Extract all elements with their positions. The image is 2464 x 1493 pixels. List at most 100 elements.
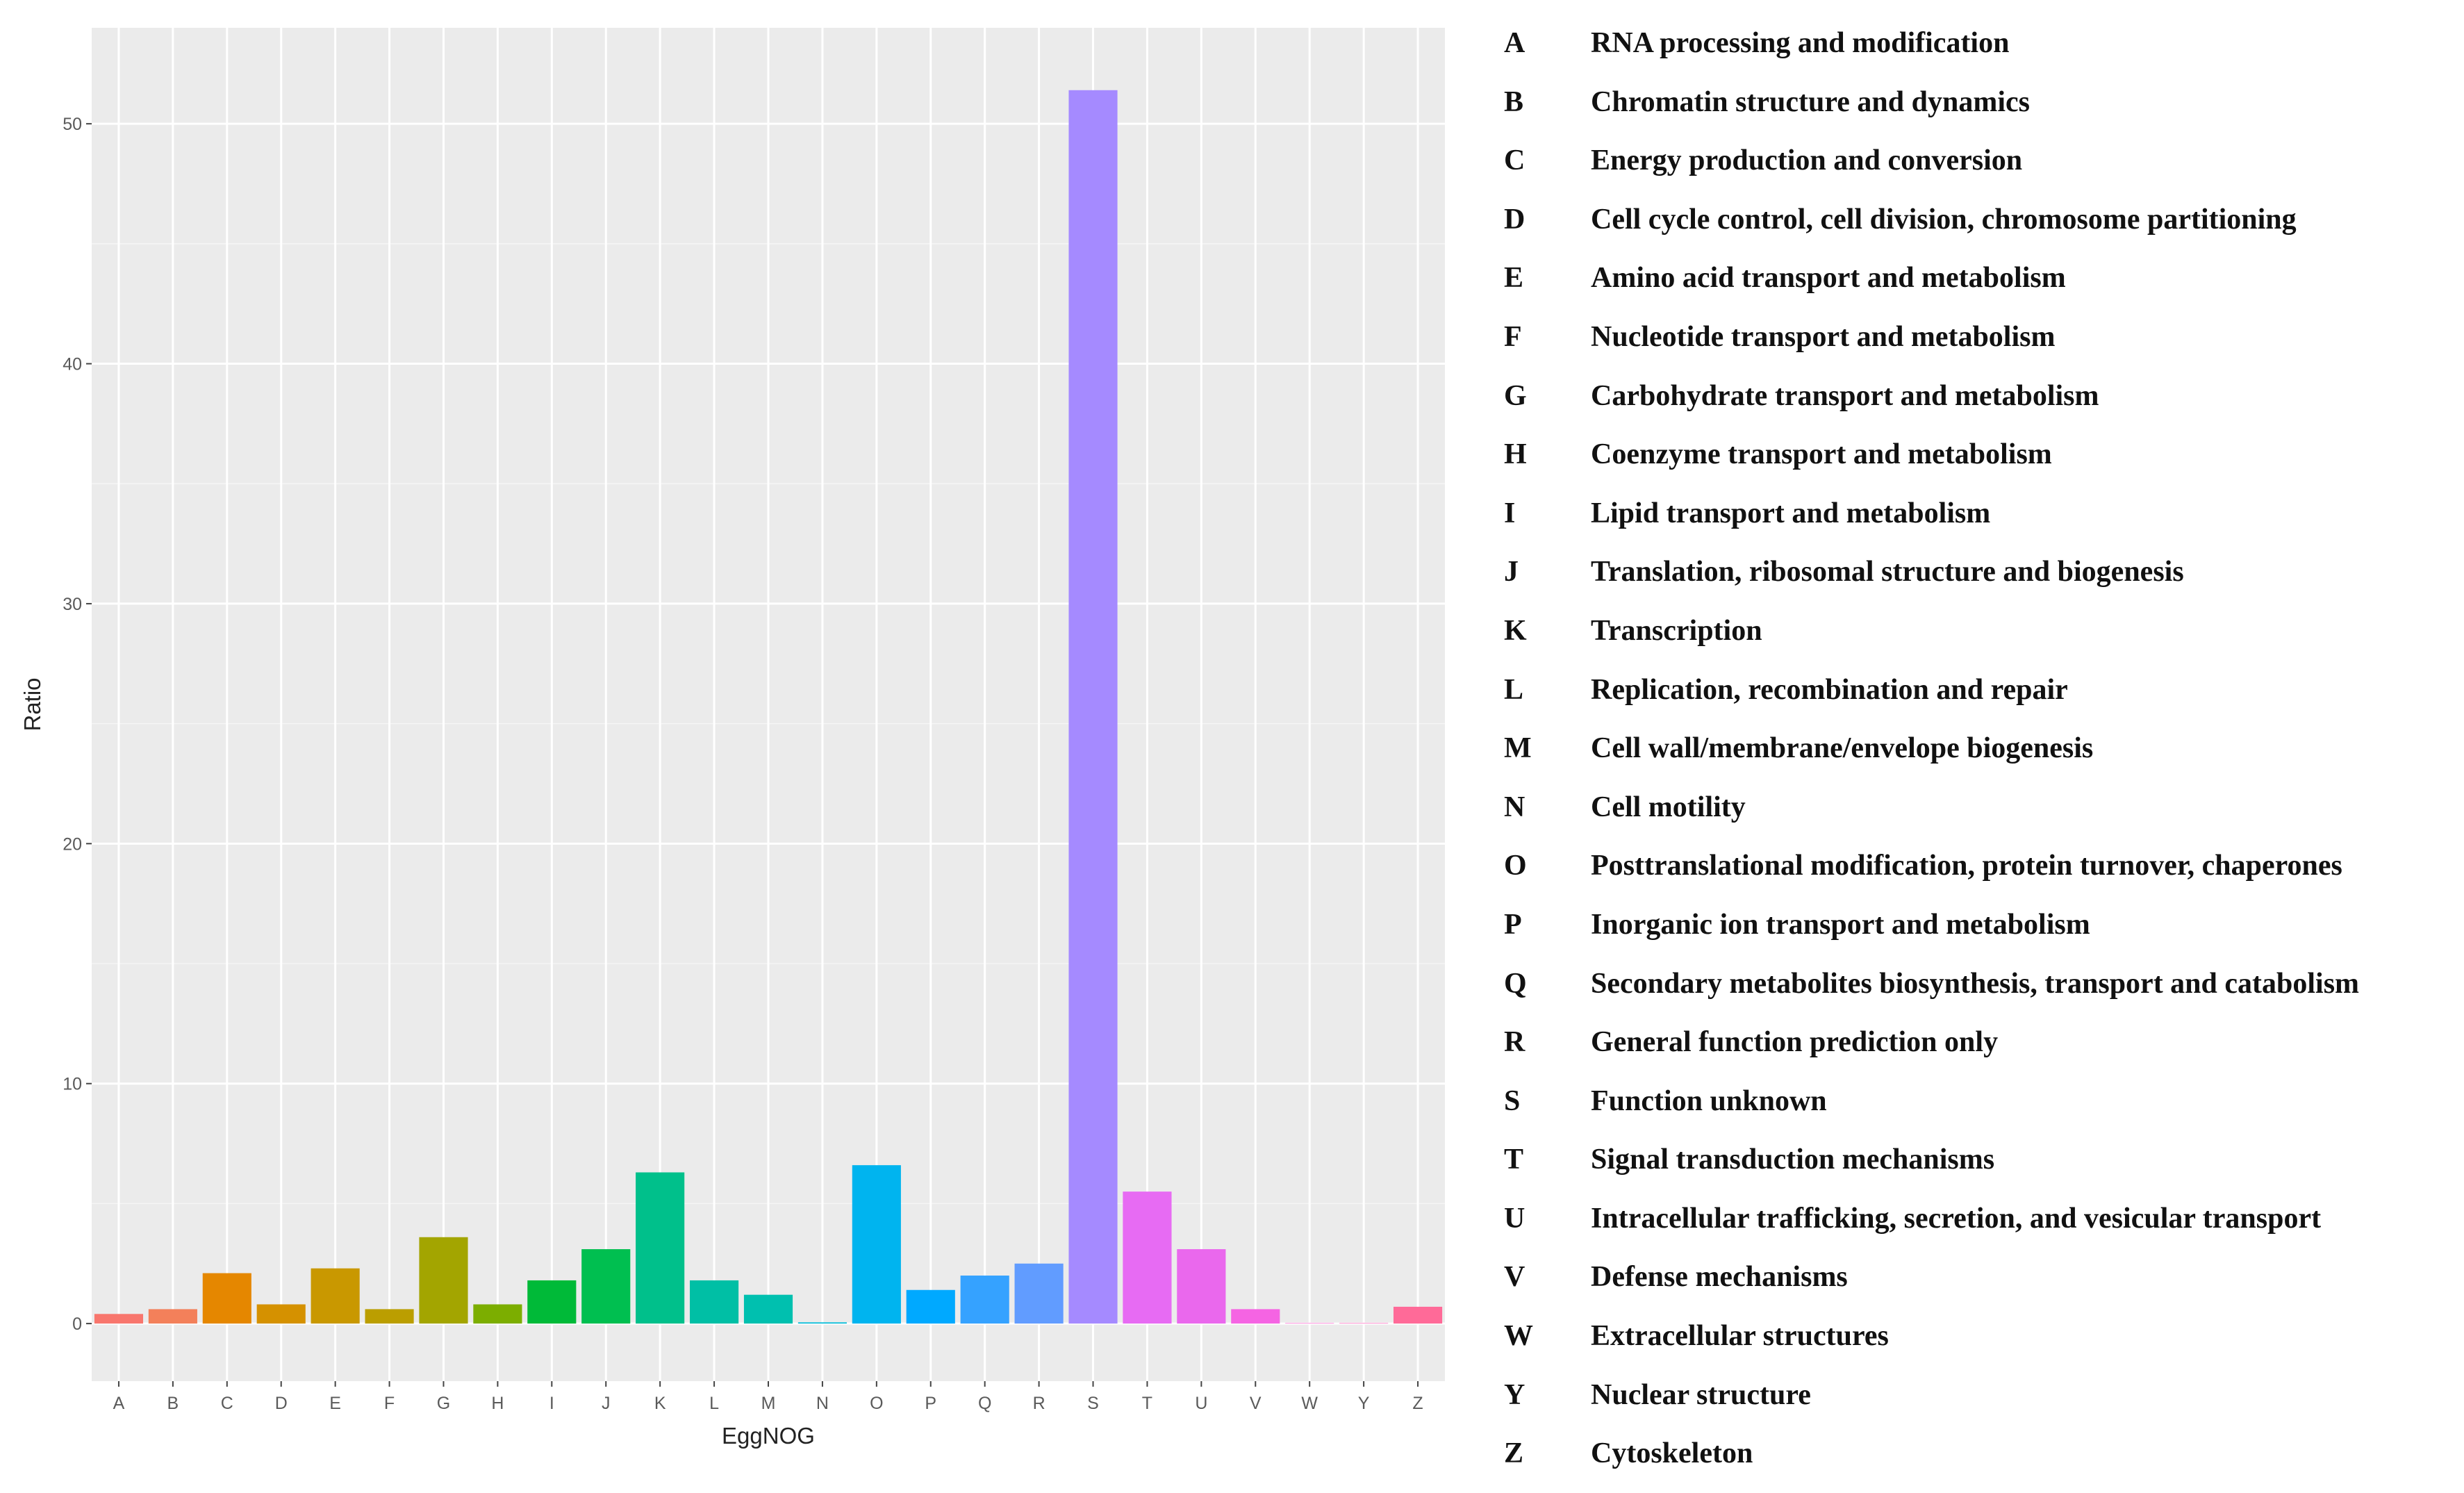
legend-item-z: Z Cytoskeleton	[1504, 1431, 2463, 1490]
legend-code: Y	[1504, 1378, 1525, 1411]
x-tick-label: P	[925, 1394, 936, 1413]
x-tick-label: B	[167, 1394, 179, 1413]
y-tick-label: 20	[63, 834, 82, 854]
legend-item-o: O Posttranslational modification, protein…	[1504, 843, 2463, 902]
x-tick-label: J	[602, 1394, 611, 1413]
x-tick-label: L	[709, 1394, 719, 1413]
x-tick-label: H	[491, 1394, 504, 1413]
bar-g	[419, 1237, 468, 1324]
legend-description: Intracellular trafficking, secretion, an…	[1591, 1202, 2322, 1235]
bar-k	[636, 1172, 685, 1324]
x-tick-label: V	[1250, 1394, 1262, 1413]
bar-p	[906, 1289, 955, 1324]
legend-description: Amino acid transport and metabolism	[1591, 262, 2066, 295]
x-tick-label: R	[1033, 1394, 1045, 1413]
bar-n	[797, 1322, 847, 1324]
legend-item-k: K Transcription	[1504, 609, 2463, 668]
legend-item-d: D Cell cycle control, cell division, chro…	[1504, 197, 2463, 256]
x-tick-label: E	[329, 1394, 341, 1413]
legend-code: B	[1504, 85, 1524, 118]
x-axis-title: EggNOG	[722, 1423, 815, 1449]
y-axis-title: Ratio	[19, 677, 45, 731]
legend-item-v: V Defense mechanisms	[1504, 1255, 2463, 1314]
legend-description: Function unknown	[1591, 1084, 1827, 1117]
legend-description: Transcription	[1591, 614, 1762, 647]
legend-item-f: F Nucleotide transport and metabolism	[1504, 315, 2463, 374]
legend-code: V	[1504, 1261, 1525, 1294]
legend-description: Coenzyme transport and metabolism	[1591, 438, 2052, 471]
legend-description: Nuclear structure	[1591, 1378, 1811, 1411]
legend-item-r: R General function prediction only	[1504, 1020, 2463, 1079]
legend-code: S	[1504, 1084, 1521, 1117]
legend-item-i: I Lipid transport and metabolism	[1504, 491, 2463, 550]
bar-s	[1068, 90, 1118, 1324]
legend-description: Signal transduction mechanisms	[1591, 1144, 1995, 1176]
legend-code: C	[1504, 145, 1525, 177]
legend-code: G	[1504, 379, 1527, 412]
bar-f	[365, 1309, 414, 1324]
x-tick-label: Z	[1412, 1394, 1423, 1413]
grid-lines	[92, 28, 1445, 1381]
x-tick-label: K	[654, 1394, 666, 1413]
legend-description: General function prediction only	[1591, 1026, 1999, 1059]
x-tick-label: Y	[1358, 1394, 1370, 1413]
bar-h	[473, 1304, 522, 1324]
bar-o	[852, 1165, 901, 1324]
legend-description: Translation, ribosomal structure and bio…	[1591, 556, 2184, 588]
legend-description: Inorganic ion transport and metabolism	[1591, 908, 2090, 941]
bar-r	[1014, 1263, 1064, 1324]
legend-item-u: U Intracellular trafficking, secretion, a…	[1504, 1196, 2463, 1255]
x-tick-label: A	[113, 1394, 125, 1413]
x-tick-label: T	[1142, 1394, 1152, 1413]
x-tick-label: O	[870, 1394, 883, 1413]
y-axis-ticks: 0 10 20 30 40 50	[63, 115, 92, 1334]
legend-item-w: W Extracellular structures	[1504, 1314, 2463, 1373]
legend-item-b: B Chromatin structure and dynamics	[1504, 80, 2463, 139]
legend-code: M	[1504, 732, 1532, 765]
bar-j	[581, 1249, 631, 1324]
eggnog-bar-chart: 0 10 20 30 40 50 A B C D E F G H I J K L M N O P Q R S T U V W Y Z Eg…	[19, 28, 1445, 1449]
x-tick-label: N	[816, 1394, 829, 1413]
legend-item-l: L Replication, recombination and repair	[1504, 668, 2463, 727]
legend-description: Chromatin structure and dynamics	[1591, 85, 2030, 118]
legend-description: Cytoskeleton	[1591, 1437, 1753, 1470]
bar-z	[1393, 1306, 1443, 1324]
legend-code: H	[1504, 438, 1527, 471]
y-tick-label: 30	[63, 595, 82, 614]
x-tick-label: M	[761, 1394, 776, 1413]
x-tick-label: W	[1301, 1394, 1318, 1413]
bar-v	[1231, 1309, 1280, 1324]
legend-item-q: Q Secondary metabolites biosynthesis, tra…	[1504, 962, 2463, 1021]
bar-a	[94, 1314, 144, 1324]
x-tick-label: F	[384, 1394, 395, 1413]
legend-item-a: A RNA processing and modification	[1504, 21, 2463, 80]
legend-description: Nucleotide transport and metabolism	[1591, 320, 2056, 353]
bar-e	[311, 1268, 360, 1324]
bar-b	[148, 1309, 197, 1324]
legend-item-c: C Energy production and conversion	[1504, 138, 2463, 197]
legend-description: Defense mechanisms	[1591, 1261, 1848, 1294]
legend-description: Energy production and conversion	[1591, 145, 2023, 177]
y-tick-label: 40	[63, 355, 82, 374]
legend-code: Z	[1504, 1437, 1524, 1470]
legend-item-p: P Inorganic ion transport and metabolism	[1504, 902, 2463, 962]
x-tick-label: I	[549, 1394, 554, 1413]
legend-item-n: N Cell motility	[1504, 785, 2463, 844]
legend-code: Q	[1504, 967, 1527, 1000]
legend-code: U	[1504, 1202, 1525, 1235]
x-tick-label: G	[437, 1394, 450, 1413]
x-tick-label: C	[221, 1394, 233, 1413]
legend-code: T	[1504, 1144, 1524, 1176]
legend-description: Cell cycle control, cell division, chrom…	[1591, 203, 2297, 236]
legend-description: Lipid transport and metabolism	[1591, 497, 1991, 529]
y-tick-label: 50	[63, 115, 82, 134]
bar-u	[1177, 1249, 1226, 1324]
legend-code: E	[1504, 262, 1524, 295]
legend-item-y: Y Nuclear structure	[1504, 1373, 2463, 1432]
legend-code: L	[1504, 673, 1524, 706]
bar-t	[1123, 1191, 1172, 1324]
legend-item-g: G Carbohydrate transport and metabolism	[1504, 374, 2463, 433]
bar-q	[960, 1276, 1009, 1324]
legend-description: Extracellular structures	[1591, 1320, 1889, 1353]
